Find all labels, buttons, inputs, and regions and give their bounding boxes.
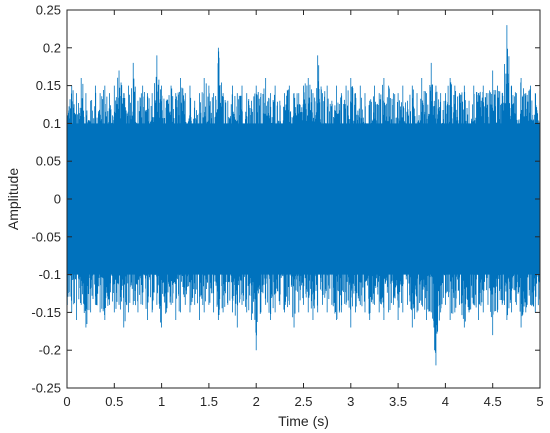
y-tick-label: -0.2 bbox=[39, 343, 61, 358]
y-tick-label: 0.25 bbox=[36, 3, 61, 18]
x-tick-label: 0.5 bbox=[105, 394, 123, 409]
y-tick-label: 0 bbox=[54, 192, 61, 207]
x-tick-label: 2.5 bbox=[294, 394, 312, 409]
y-tick-label: -0.15 bbox=[31, 305, 61, 320]
y-tick-label: -0.1 bbox=[39, 267, 61, 282]
x-axis-ticks: 0 0.5 1 1.5 2 2.5 3 3.5 4 4.5 5 bbox=[63, 10, 544, 409]
y-tick-label: 0.1 bbox=[43, 116, 61, 131]
x-tick-label: 4 bbox=[442, 394, 449, 409]
x-tick-label: 1 bbox=[158, 394, 165, 409]
y-tick-label: 0.05 bbox=[36, 154, 61, 169]
x-tick-label: 2 bbox=[253, 394, 260, 409]
signal-trace bbox=[66, 25, 541, 366]
y-tick-label: -0.05 bbox=[31, 229, 61, 244]
x-tick-label: 3.5 bbox=[389, 394, 407, 409]
y-tick-label: -0.25 bbox=[31, 381, 61, 396]
x-tick-label: 1.5 bbox=[200, 394, 218, 409]
x-tick-label: 3 bbox=[347, 394, 354, 409]
y-axis-label: Amplitude bbox=[5, 168, 21, 230]
x-tick-label: 4.5 bbox=[484, 394, 502, 409]
y-tick-label: 0.15 bbox=[36, 78, 61, 93]
x-tick-label: 5 bbox=[536, 394, 543, 409]
x-tick-label: 0 bbox=[63, 394, 70, 409]
signal-core-band bbox=[67, 123, 540, 275]
x-axis-label: Time (s) bbox=[278, 413, 329, 429]
y-tick-label: 0.2 bbox=[43, 40, 61, 55]
y-axis-ticks: 0.25 0.2 0.15 0.1 0.05 0 -0.05 -0.1 -0.15 -0.2 -0.… bbox=[31, 3, 540, 396]
